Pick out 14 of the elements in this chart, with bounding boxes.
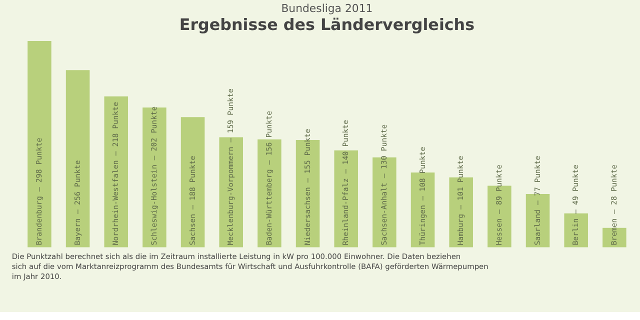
bar (66, 70, 90, 248)
bar (334, 150, 358, 248)
chart-subtitle: Bundesliga 2011 (281, 2, 373, 16)
bar (564, 213, 588, 248)
bar (526, 194, 550, 248)
bar (219, 137, 243, 248)
bar (410, 172, 435, 248)
bar (180, 117, 205, 248)
chart-title: Ergebnisse des Ländervergleichs (179, 14, 475, 34)
bar (104, 96, 128, 248)
bar (142, 107, 166, 248)
bar (258, 139, 282, 248)
bar (28, 41, 52, 248)
bar (372, 157, 396, 248)
